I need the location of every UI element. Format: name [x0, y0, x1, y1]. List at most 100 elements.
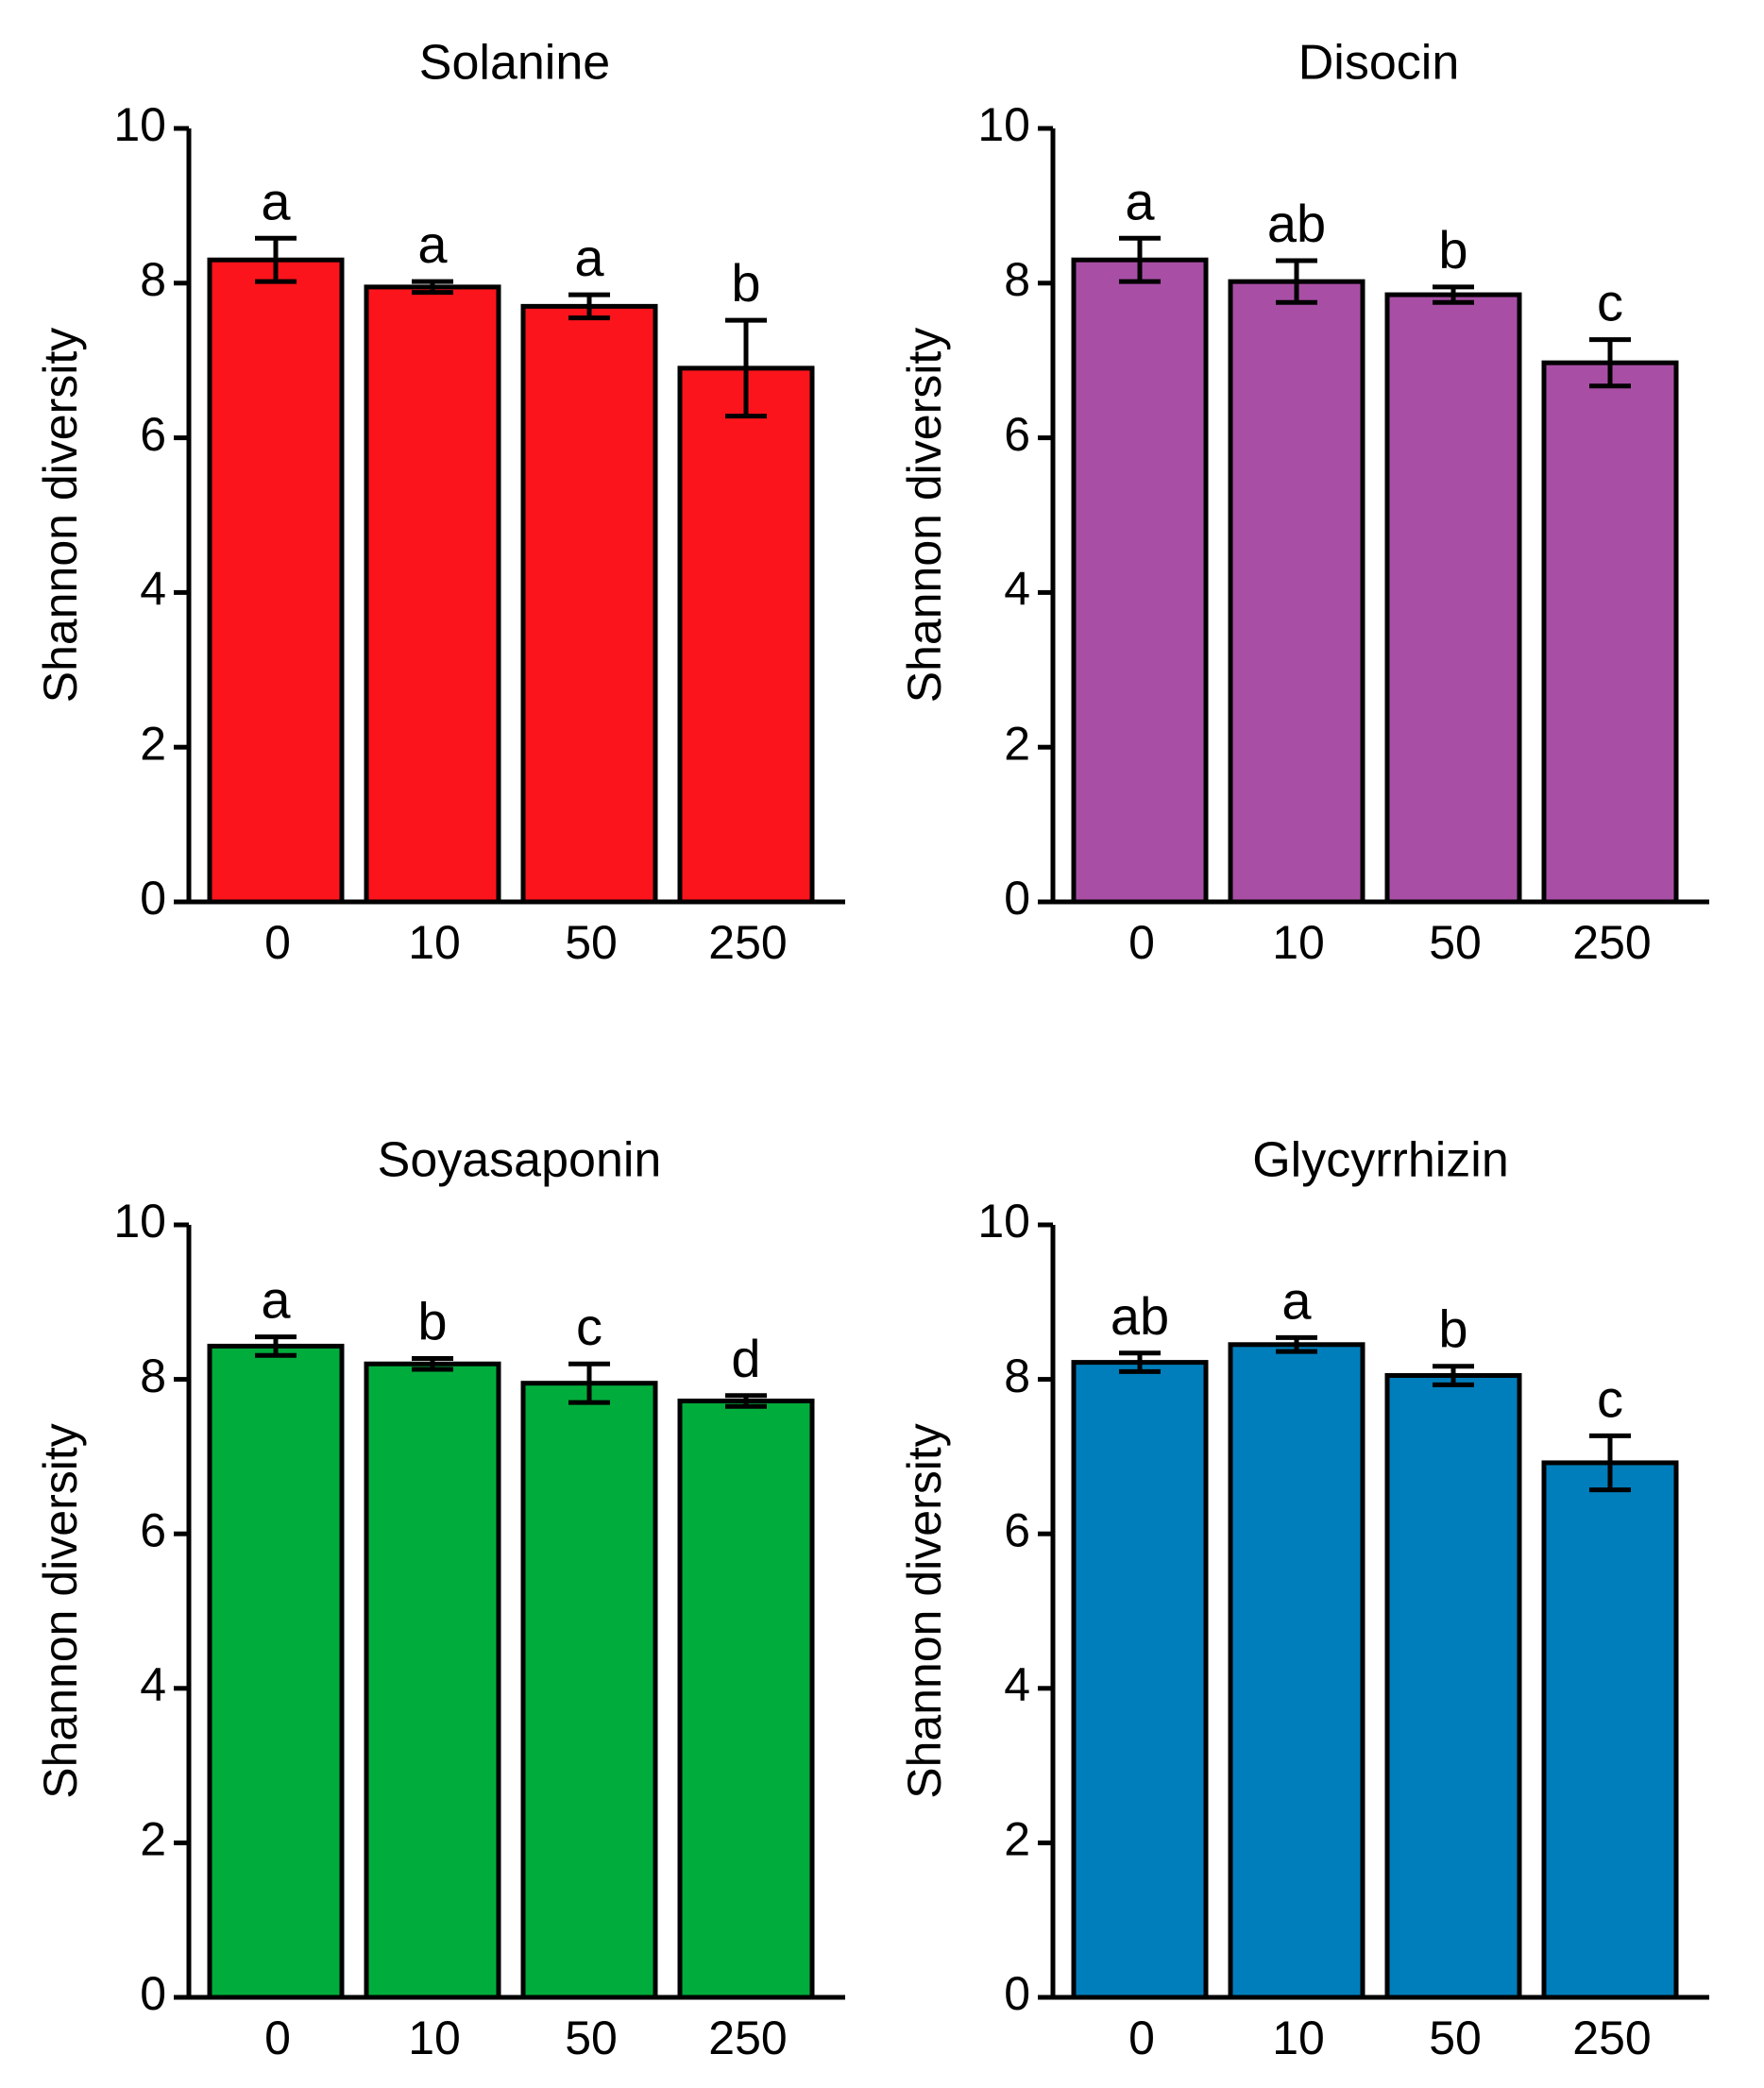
x-tick-label: 10 [1272, 2012, 1325, 2064]
significance-label: ab [1267, 194, 1326, 253]
y-tick-label: 6 [140, 1503, 166, 1556]
error-bar [568, 1361, 610, 1405]
error-bar [1589, 1433, 1631, 1493]
x-tick-label: 10 [1272, 916, 1325, 969]
panel-title: Glycyrrhizin [1252, 1133, 1509, 1188]
error-bar [255, 1334, 297, 1358]
significance-label: a [1281, 1270, 1312, 1330]
error-bar [1276, 1334, 1317, 1354]
significance-label: a [574, 228, 604, 287]
panel-solanine: Solanine Shannon diversity a 0 a 10 a 50 b 250 0… [34, 36, 845, 969]
bar-0 [1071, 1360, 1209, 2000]
bar-10 [364, 284, 501, 905]
y-tick-label: 4 [1004, 1658, 1030, 1711]
x-tick-label: 50 [1429, 916, 1482, 969]
panel-soyasaponin: Soyasaponin Shannon diversity a 0 b 10 c 50 d 2… [34, 1133, 845, 2064]
error-bar [1276, 258, 1317, 305]
x-tick-label: 0 [264, 916, 291, 969]
significance-label: ab [1111, 1286, 1169, 1346]
bar-250 [1541, 360, 1679, 905]
significance-label: a [261, 1270, 291, 1330]
y-tick-label: 10 [113, 98, 166, 151]
y-tick-label: 0 [1004, 1967, 1030, 2020]
y-tick-label: 8 [1004, 253, 1030, 306]
bar-250 [677, 1399, 815, 2000]
significance-label: a [1125, 171, 1155, 230]
x-tick-label: 10 [408, 916, 461, 969]
significance-label: b [731, 253, 760, 313]
bar-group: ab 0 a 10 b 50 c 250 0 2 4 6 8 10 [977, 1195, 1709, 2064]
x-tick-label: 50 [1429, 2012, 1482, 2064]
y-tick-label: 0 [1004, 872, 1030, 925]
significance-label: b [1438, 1299, 1467, 1359]
error-bar [1119, 235, 1161, 284]
bar-0 [207, 1343, 345, 2000]
y-axis-label: Shannon diversity [898, 1423, 951, 1798]
y-tick-label: 8 [140, 253, 166, 306]
bar-10 [1228, 279, 1365, 905]
y-tick-label: 4 [140, 1658, 166, 1711]
panel-title: Solanine [419, 36, 610, 91]
y-tick-label: 4 [140, 563, 166, 616]
error-bar [1433, 1364, 1474, 1387]
bar-0 [1071, 257, 1209, 905]
significance-label: b [417, 1292, 447, 1351]
y-tick-label: 0 [140, 872, 166, 925]
y-tick-label: 2 [140, 1813, 166, 1866]
error-bar [1433, 284, 1474, 305]
y-tick-label: 0 [140, 1967, 166, 2020]
panel-disocin: Disocin Shannon diversity a 0 ab 10 b 50 c 250 0… [898, 36, 1709, 969]
error-bar [568, 292, 610, 321]
x-tick-label: 10 [408, 2012, 461, 2064]
x-tick-label: 0 [1128, 916, 1155, 969]
bar-250 [1541, 1460, 1679, 2000]
x-tick-label: 0 [264, 2012, 291, 2064]
bar-50 [1384, 1373, 1522, 2000]
error-bar [255, 235, 297, 284]
error-bar [412, 1356, 453, 1372]
error-bar [725, 317, 767, 419]
y-axis-label: Shannon diversity [34, 1423, 87, 1798]
bar-group: a 0 ab 10 b 50 c 250 0 2 4 6 8 10 [977, 98, 1709, 969]
y-tick-label: 2 [1004, 1813, 1030, 1866]
y-tick-label: 6 [140, 408, 166, 461]
y-tick-label: 8 [1004, 1350, 1030, 1402]
bar-10 [364, 1361, 501, 2000]
panel-glycyrrhizin: Glycyrrhizin Shannon diversity ab 0 a 10 b 50… [898, 1133, 1709, 2064]
bar-50 [520, 1381, 658, 2000]
significance-label: c [576, 1297, 602, 1356]
bar-50 [520, 303, 658, 905]
significance-label: c [1597, 1368, 1623, 1428]
x-tick-label: 250 [1572, 916, 1651, 969]
x-tick-label: 250 [708, 916, 787, 969]
y-axis-label: Shannon diversity [34, 328, 87, 703]
significance-label: d [731, 1329, 760, 1388]
y-tick-label: 10 [977, 98, 1030, 151]
panel-title: Soyasaponin [378, 1133, 662, 1188]
significance-label: a [417, 214, 448, 274]
x-tick-label: 0 [1128, 2012, 1155, 2064]
error-bar [725, 1393, 767, 1409]
error-bar [1589, 337, 1631, 389]
significance-label: c [1597, 273, 1623, 332]
bar-50 [1384, 292, 1522, 905]
x-tick-label: 250 [708, 2012, 787, 2064]
y-tick-label: 10 [977, 1195, 1030, 1248]
y-tick-label: 4 [1004, 563, 1030, 616]
significance-label: b [1438, 220, 1467, 280]
significance-label: a [261, 171, 291, 230]
y-tick-label: 2 [1004, 717, 1030, 770]
x-tick-label: 50 [565, 2012, 618, 2064]
bar-250 [677, 365, 815, 905]
y-tick-label: 6 [1004, 408, 1030, 461]
x-tick-label: 250 [1572, 2012, 1651, 2064]
y-axis-label: Shannon diversity [898, 328, 951, 703]
bar-group: a 0 b 10 c 50 d 250 0 2 4 6 8 10 [113, 1195, 845, 2064]
panel-title: Disocin [1298, 36, 1460, 91]
bar-group: a 0 a 10 a 50 b 250 0 2 4 6 8 10 [113, 98, 845, 969]
bar-0 [207, 257, 345, 905]
error-bar [1119, 1350, 1161, 1374]
y-tick-label: 2 [140, 717, 166, 770]
y-tick-label: 10 [113, 1195, 166, 1248]
